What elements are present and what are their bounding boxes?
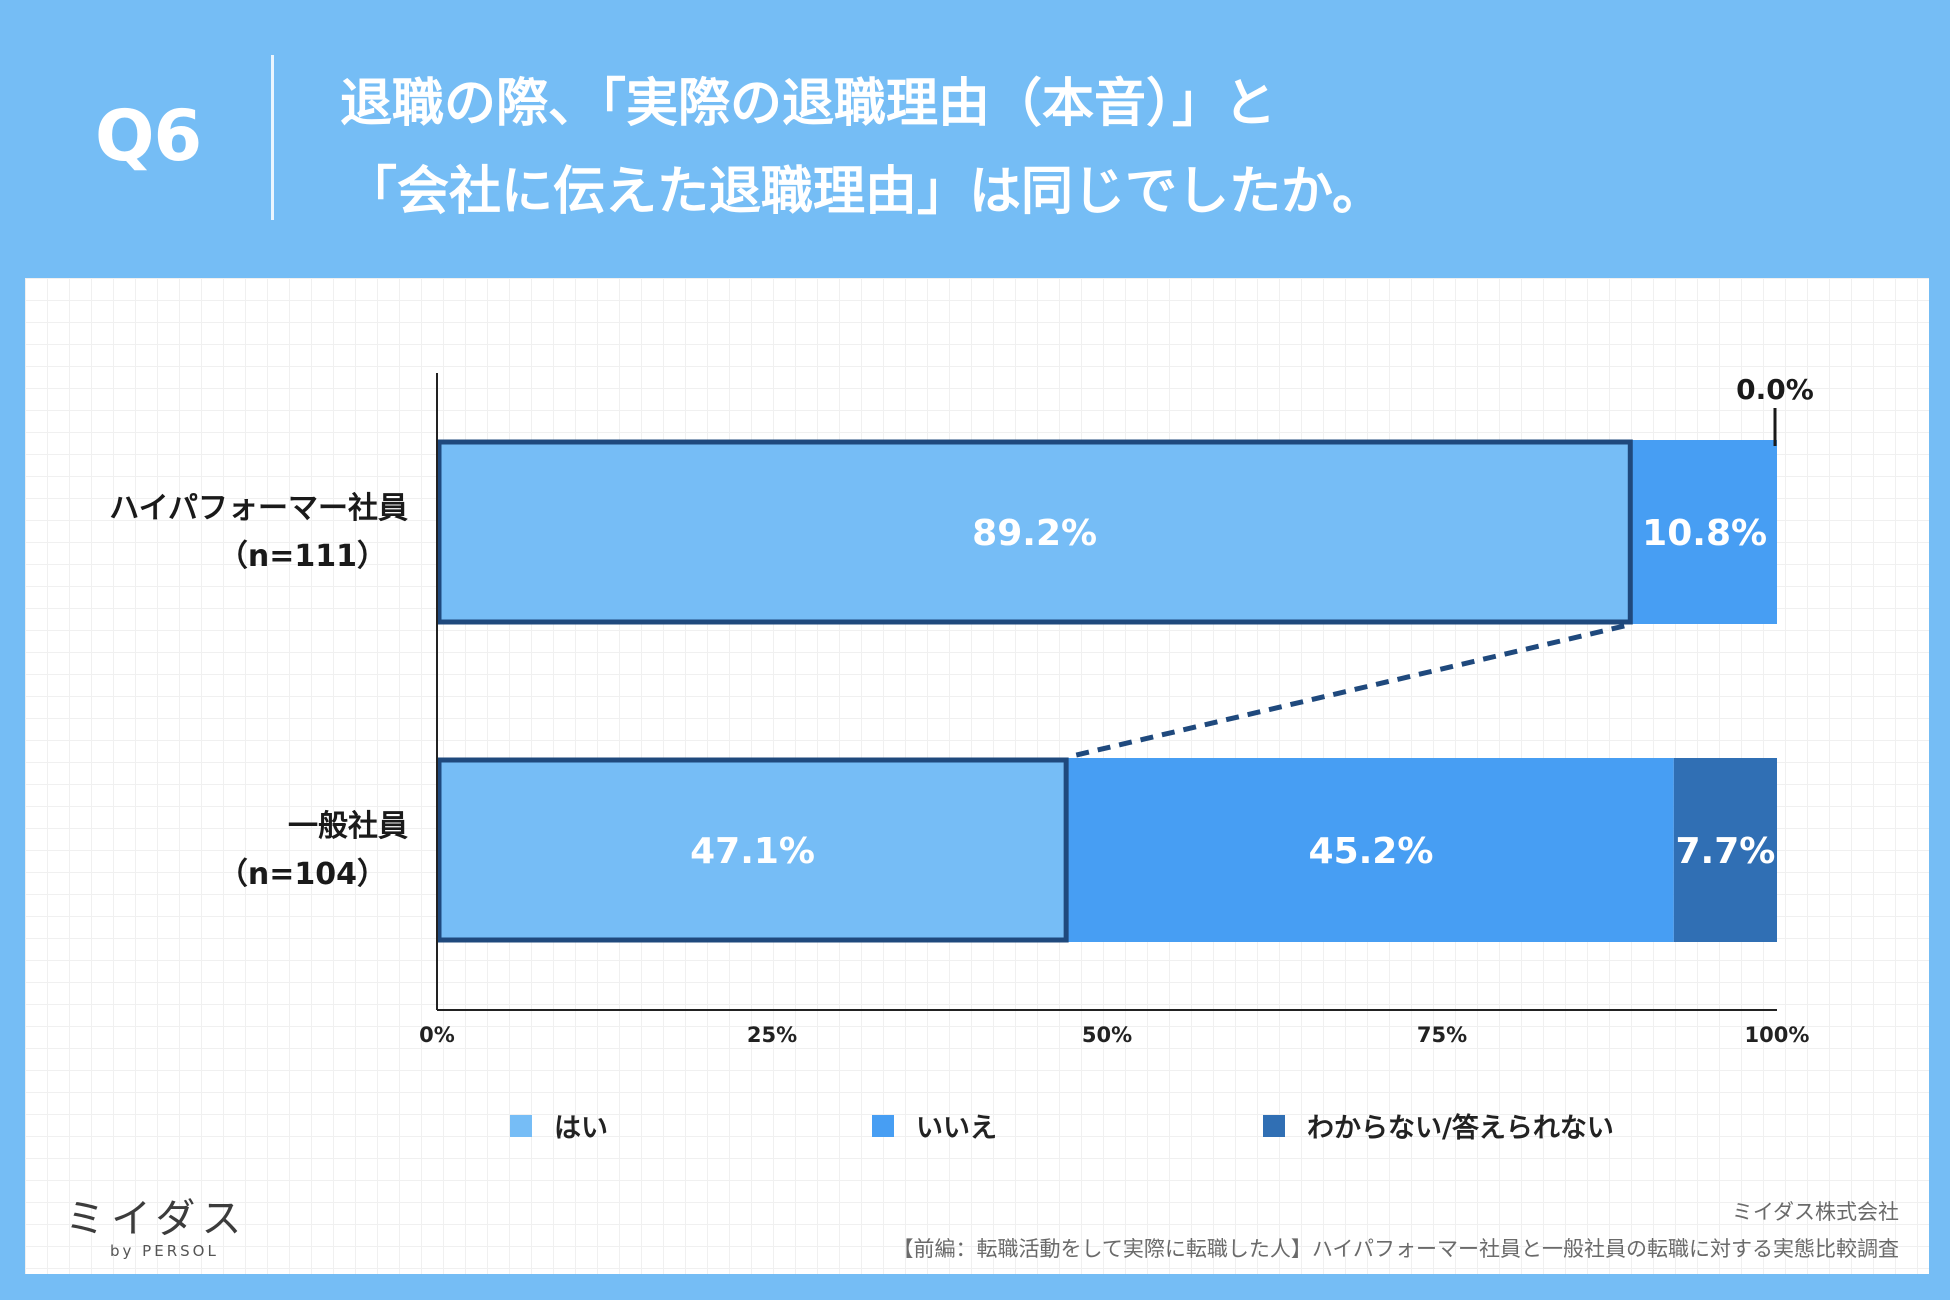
survey-title: 【前編：転職活動をして実際に転職した人】ハイパフォーマー社員と一般社員の転職に対…	[892, 1237, 1899, 1261]
category-n-1: （n=104）	[218, 857, 387, 892]
bar-segment-0-0	[437, 440, 1633, 624]
chart-card: 89.2% 10.8% ハイパフォーマー社員 （n=111） 47.1% 45.2% 7.7…	[25, 278, 1929, 1274]
x-tick-label-3: 75%	[1417, 1023, 1467, 1047]
header: Q6 退職の際、「実際の退職理由（本音）」と 「会社に伝えた退職理由」は同じでし…	[0, 0, 1950, 275]
data-label-1-1: 45.2%	[1309, 831, 1434, 872]
legend: はい いいえ わからない/答えられない	[485, 1106, 1735, 1146]
category-label-1: 一般社員	[288, 809, 408, 844]
logo-text: ミイダス	[65, 1196, 248, 1242]
stacked-bar-chart: 89.2% 10.8% ハイパフォーマー社員 （n=111） 47.1% 45.2% 7.7…	[109, 373, 1814, 1047]
legend-item-yes: はい	[510, 1106, 608, 1145]
legend-label-unknown: わからない/答えられない	[1307, 1113, 1614, 1144]
header-divider	[271, 55, 274, 220]
x-tick-label-2: 50%	[1082, 1023, 1132, 1047]
legend-label-yes: はい	[554, 1113, 608, 1144]
data-label-0-1: 10.8%	[1642, 513, 1767, 554]
dashed-connector	[1071, 623, 1625, 759]
data-label-1-2: 7.7%	[1675, 831, 1775, 872]
question-number: Q6	[95, 95, 202, 177]
category-n-0: （n=111）	[218, 539, 387, 574]
legend-swatch-unknown	[1263, 1114, 1285, 1137]
x-tick-label-0: 0%	[419, 1023, 455, 1047]
title-line-1: 退職の際、「実際の退職理由（本音）」と	[340, 74, 1277, 134]
bar-segment-1-2	[1673, 758, 1777, 942]
x-tick-label-4: 100%	[1745, 1023, 1810, 1047]
bar-segment-1-1	[1068, 758, 1674, 942]
zero-value-label: 0.0%	[1736, 373, 1814, 406]
miidas-logo: ミイダス by PERSOL	[65, 1186, 247, 1260]
highlight-outline-0	[436, 439, 1633, 625]
logo-sub: by PERSOL	[110, 1242, 219, 1260]
bar-segment-0-1	[1632, 440, 1777, 624]
legend-item-no: いいえ	[872, 1106, 997, 1145]
company-name: ミイダス株式会社	[1731, 1200, 1899, 1224]
legend-label-no: いいえ	[916, 1113, 997, 1144]
legend-swatch-yes	[510, 1114, 532, 1137]
chart-title: 退職の際、「実際の退職理由（本音）」と 「会社に伝えた退職理由」は同じでしたか。	[340, 60, 1900, 236]
bar-segment-1-0	[437, 758, 1069, 942]
highlight-outline-1	[436, 757, 1069, 943]
x-tick-label-1: 25%	[747, 1023, 797, 1047]
legend-swatch-no	[872, 1114, 894, 1137]
data-label-0-0: 89.2%	[972, 513, 1097, 554]
data-label-1-0: 47.1%	[690, 831, 815, 872]
legend-item-unknown: わからない/答えられない	[1263, 1106, 1614, 1145]
title-line-2: 「会社に伝えた退職理由」は同じでしたか。	[345, 162, 1384, 222]
category-label-0: ハイパフォーマー社員	[109, 491, 408, 526]
